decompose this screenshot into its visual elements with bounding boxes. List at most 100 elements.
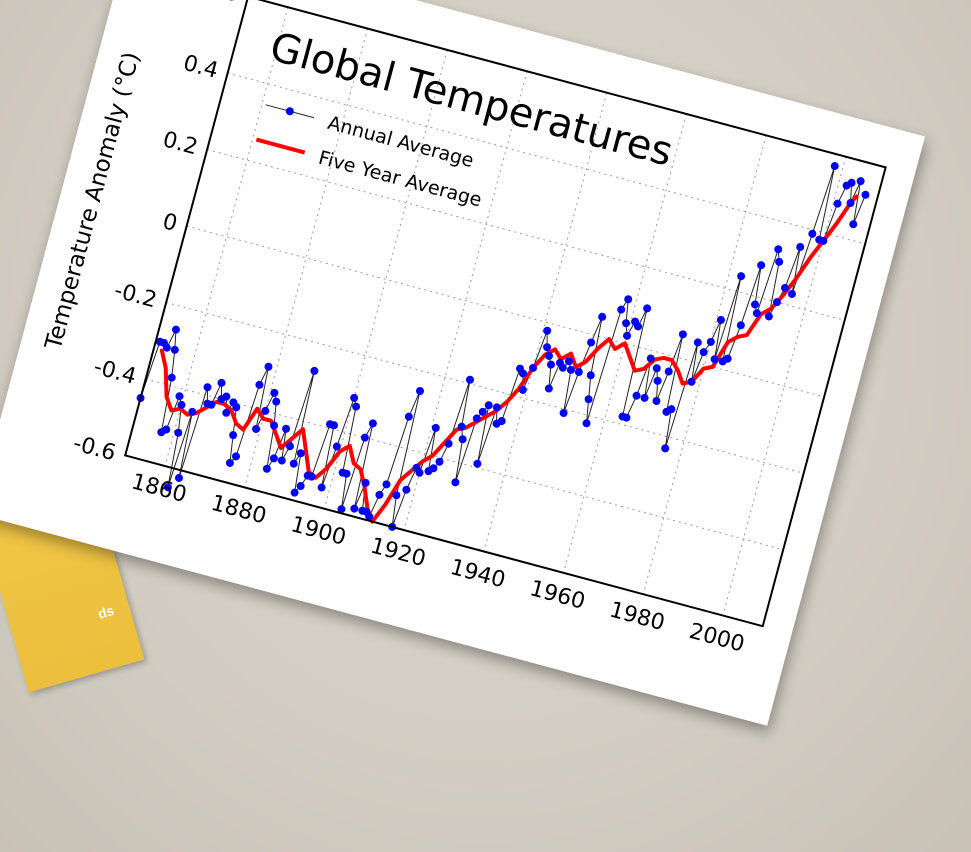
- annual-average-point: [598, 312, 607, 321]
- annual-average-point: [360, 433, 369, 442]
- annual-average-point: [693, 338, 702, 347]
- annual-average-point: [296, 449, 305, 458]
- annual-average-point: [819, 236, 828, 245]
- annual-average-point: [466, 375, 475, 384]
- annual-average-point: [261, 406, 270, 415]
- annual-average-point: [566, 365, 575, 374]
- annual-average-point: [435, 457, 444, 466]
- annual-average-point: [270, 388, 279, 397]
- annual-average-point: [833, 199, 842, 208]
- series-group: [136, 162, 870, 531]
- annual-average-point: [808, 229, 817, 238]
- annual-average-point: [518, 369, 527, 378]
- annual-average-point: [365, 512, 374, 521]
- annual-average-point: [444, 439, 453, 448]
- annual-average-point: [624, 295, 633, 304]
- annual-average-point: [757, 261, 766, 270]
- annual-average-point: [543, 343, 552, 352]
- annual-average-point: [174, 428, 183, 437]
- annual-average-point: [699, 348, 708, 357]
- annual-average-point: [174, 473, 183, 482]
- annual-average-point: [830, 162, 839, 171]
- annual-average-point: [623, 331, 632, 340]
- annual-average-point: [171, 325, 180, 334]
- annual-average-point: [478, 407, 487, 416]
- annual-average-point: [622, 319, 631, 328]
- x-grid-line: [244, 28, 369, 488]
- annual-average-point: [222, 408, 231, 417]
- annual-average-point: [282, 424, 291, 433]
- annual-average-point: [352, 402, 361, 411]
- annual-average-point: [457, 422, 466, 431]
- annual-average-point: [617, 305, 626, 314]
- annual-average-point: [764, 312, 773, 321]
- annual-average-point: [255, 380, 264, 389]
- annual-average-point: [849, 220, 858, 229]
- annual-average-point: [736, 321, 745, 330]
- y-grid-line: [227, 72, 866, 245]
- annual-average-point: [272, 397, 281, 406]
- annual-average-point: [170, 345, 179, 354]
- y-grid-line: [166, 301, 804, 474]
- annual-average-point: [429, 464, 438, 473]
- y-grid-line: [186, 225, 825, 398]
- annual-average-point: [232, 403, 241, 412]
- annual-average-point: [584, 395, 593, 404]
- annual-average-point: [737, 272, 746, 281]
- annual-average-point: [574, 368, 583, 377]
- annual-average-point: [361, 478, 370, 487]
- annual-average-point: [350, 393, 359, 402]
- annual-average-point: [846, 199, 855, 208]
- annual-average-point: [796, 242, 805, 251]
- annual-average-point: [723, 354, 732, 363]
- annual-average-point: [653, 376, 662, 385]
- annual-average-point: [296, 482, 305, 491]
- annual-average-point: [264, 362, 273, 371]
- legend-marker-five-year: [255, 137, 306, 155]
- annual-average-point: [752, 309, 761, 318]
- annual-average-point: [781, 283, 790, 292]
- annual-average-point: [587, 338, 596, 347]
- annual-average-point: [544, 384, 553, 393]
- annual-average-point: [646, 354, 655, 363]
- chart-background: [0, 0, 925, 726]
- annual-average-point: [772, 298, 781, 307]
- x-grid-line: [562, 113, 687, 573]
- annual-average-point: [652, 364, 661, 373]
- annual-average-point: [175, 392, 184, 401]
- annual-average-point: [664, 367, 673, 376]
- annual-average-point: [222, 392, 231, 401]
- annual-average-point: [203, 383, 212, 392]
- y-grid-line: [207, 149, 845, 321]
- global-temperature-chart: 18601880190019201940196019802000-0.6-0.4…: [0, 0, 925, 726]
- annual-average-point: [162, 425, 171, 434]
- annual-average-point: [643, 304, 652, 313]
- annual-average-point: [582, 419, 591, 428]
- annual-average-point: [458, 435, 467, 444]
- annual-average-point: [431, 423, 440, 432]
- annual-average-point: [667, 405, 676, 414]
- annual-average-point: [861, 190, 870, 199]
- annual-average-point: [415, 468, 424, 477]
- annual-average-point: [716, 315, 725, 324]
- annual-average-point: [392, 491, 401, 500]
- annual-average-point: [290, 488, 299, 497]
- chart-photo: 1860 1880 1900 1920 1940 1960 1980 2000 -0.6 -0.4…: [0, 0, 925, 726]
- annual-average-point: [404, 412, 413, 421]
- annual-average-point: [207, 400, 216, 409]
- x-grid-line: [642, 135, 767, 595]
- x-grid-line: [323, 49, 448, 509]
- annual-average-point: [787, 289, 796, 298]
- annual-average-point: [342, 469, 351, 478]
- annual-average-point: [350, 504, 359, 513]
- annual-average-point: [317, 483, 326, 492]
- annual-average-point: [472, 414, 481, 423]
- annual-average-point: [375, 490, 384, 499]
- annual-average-point: [586, 371, 595, 380]
- annual-average-point: [269, 454, 278, 463]
- annual-average-point: [847, 178, 856, 187]
- annual-average-point: [217, 378, 226, 387]
- annual-average-point: [564, 357, 573, 366]
- annual-average-point: [497, 417, 506, 426]
- annual-average-point: [775, 257, 784, 266]
